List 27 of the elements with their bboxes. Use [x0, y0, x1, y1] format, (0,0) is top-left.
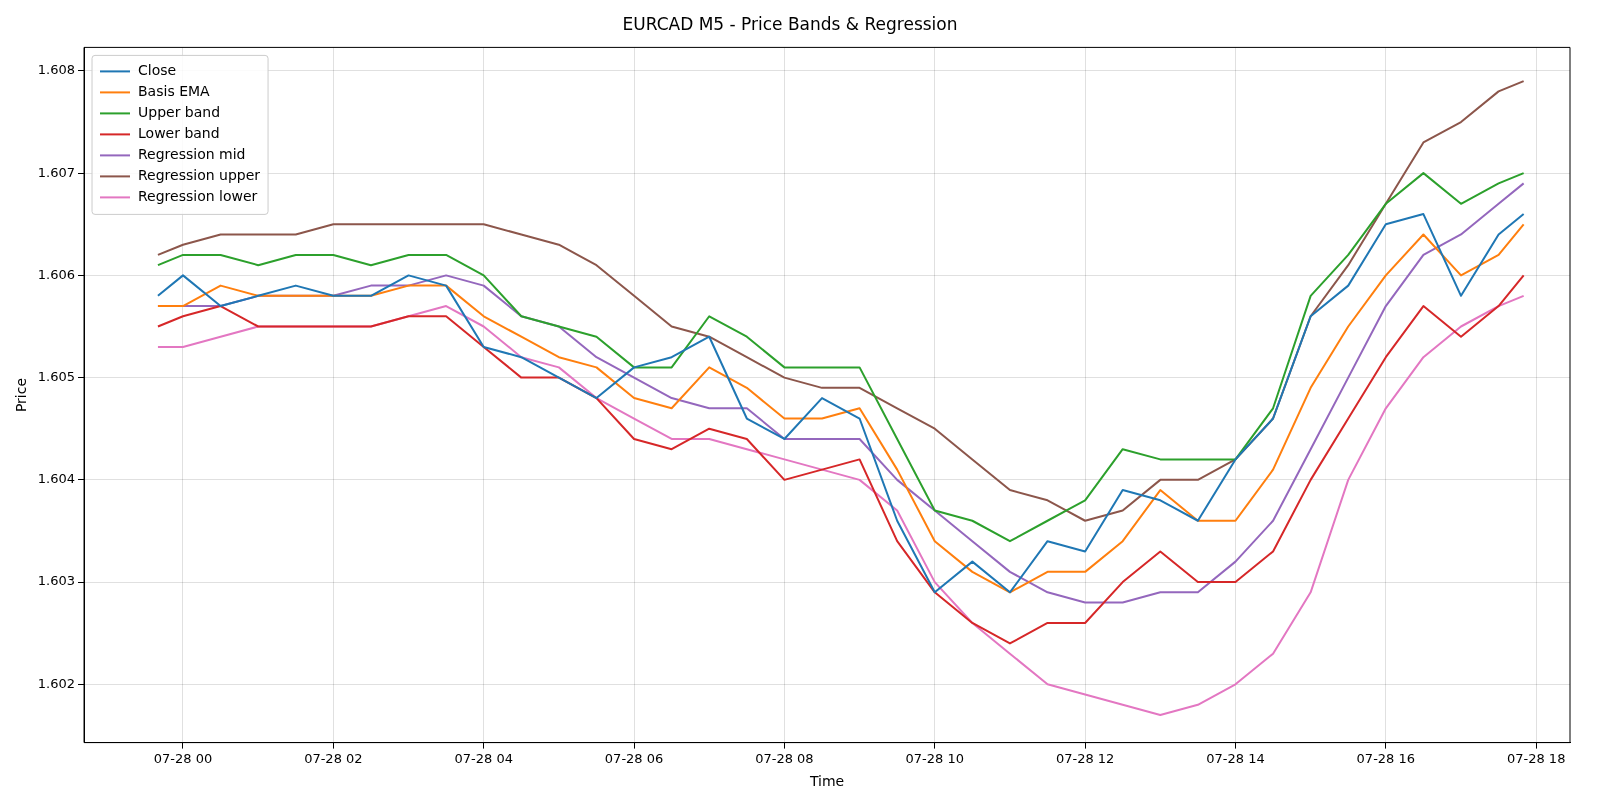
x-axis-title: Time: [808, 773, 845, 790]
y-tick-label: 1.603: [37, 573, 76, 589]
y-axis-title: Price: [13, 377, 30, 413]
legend-label: Close: [138, 62, 177, 79]
legend-label: Regression lower: [138, 188, 258, 205]
x-tick-label: 07-28 04: [454, 750, 513, 766]
y-tick-label: 1.605: [37, 368, 76, 384]
x-tick-label: 07-28 12: [1055, 750, 1115, 766]
x-tick-label: 07-28 08: [755, 750, 814, 766]
x-tick-label: 07-28 10: [905, 750, 964, 766]
legend-label: Lower band: [138, 125, 220, 142]
y-tick-label: 1.608: [37, 62, 76, 78]
x-tick-label: 07-28 06: [604, 750, 664, 766]
x-tick-label: 07-28 14: [1206, 750, 1265, 766]
legend-label: Regression upper: [138, 167, 261, 184]
x-tick-label: 07-28 18: [1506, 750, 1566, 766]
x-tick-label: 07-28 16: [1356, 750, 1416, 766]
y-tick-label: 1.607: [37, 164, 76, 180]
legend-label: Upper band: [138, 104, 221, 121]
legend-label: Basis EMA: [138, 83, 211, 100]
x-tick-label: 07-28 00: [153, 750, 213, 766]
legend-label: Regression mid: [138, 146, 246, 163]
y-tick-label: 1.602: [37, 675, 76, 691]
x-tick-label: 07-28 02: [304, 750, 363, 766]
chart-title: EURCAD M5 - Price Bands & Regression: [622, 13, 958, 34]
y-tick-label: 1.604: [37, 471, 76, 487]
y-tick-label: 1.606: [37, 266, 76, 282]
